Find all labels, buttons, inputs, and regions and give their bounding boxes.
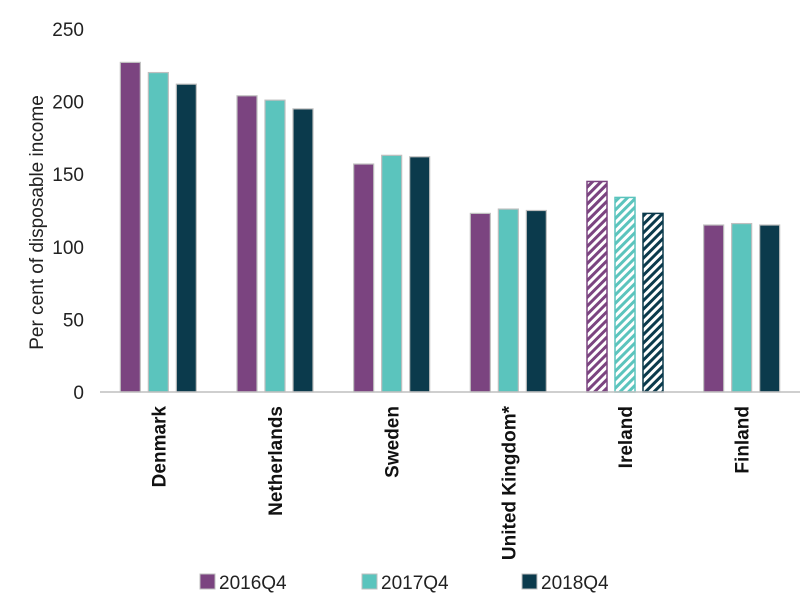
bar-2018Q4-ireland [642, 212, 664, 393]
bar-2016Q4-netherlands [236, 95, 258, 393]
bar-2017Q4-ireland [614, 196, 636, 393]
x-tick-label: Ireland [616, 406, 637, 468]
y-axis-title: Per cent of disposable income [27, 95, 48, 350]
x-axis-ticks: Denmark Netherlands Sweden United Kingdom* I… [149, 405, 753, 560]
legend-swatch [521, 573, 538, 590]
y-tick-label: 100 [52, 238, 84, 259]
bar-2018Q4-sweden [409, 156, 431, 393]
x-tick-label: United Kingdom* [499, 405, 520, 560]
bars [119, 61, 781, 393]
legend-swatch [361, 573, 378, 590]
bar-2017Q4-netherlands [264, 99, 286, 393]
legend-label: 2017Q4 [381, 573, 449, 594]
legend-label: 2016Q4 [219, 573, 287, 594]
bar-2017Q4-finland [731, 222, 753, 393]
y-axis-title-group: Per cent of disposable income [27, 95, 48, 350]
bar-2018Q4-netherlands [292, 108, 314, 393]
bar-2017Q4-sweden [381, 154, 403, 393]
bar-2017Q4-denmark [147, 71, 169, 393]
legend-label: 2018Q4 [541, 573, 609, 594]
y-tick-label: 0 [73, 383, 84, 404]
y-tick-label: 250 [52, 20, 84, 41]
x-tick-label: Finland [733, 406, 754, 474]
legend: 2016Q4 2017Q4 2018Q4 [199, 573, 609, 594]
y-tick-label: 50 [63, 310, 84, 331]
bar-2016Q4-ireland [586, 180, 608, 393]
bar-2017Q4-unitedkingdom [497, 208, 519, 393]
x-tick-label: Sweden [383, 406, 404, 478]
y-axis-ticks: 0 50 100 150 200 250 [52, 20, 84, 404]
bar-2016Q4-sweden [353, 163, 375, 393]
legend-swatch [199, 573, 216, 590]
x-tick-label: Denmark [149, 406, 170, 488]
bar-2016Q4-unitedkingdom [469, 212, 491, 393]
bar-2018Q4-finland [759, 224, 781, 393]
bar-2016Q4-finland [703, 224, 725, 393]
x-tick-label: Netherlands [266, 406, 287, 516]
bar-2016Q4-denmark [119, 61, 141, 393]
bar-2018Q4-unitedkingdom [525, 209, 547, 393]
y-tick-label: 150 [52, 165, 84, 186]
y-tick-label: 200 [52, 93, 84, 114]
bar-2018Q4-denmark [175, 83, 197, 393]
